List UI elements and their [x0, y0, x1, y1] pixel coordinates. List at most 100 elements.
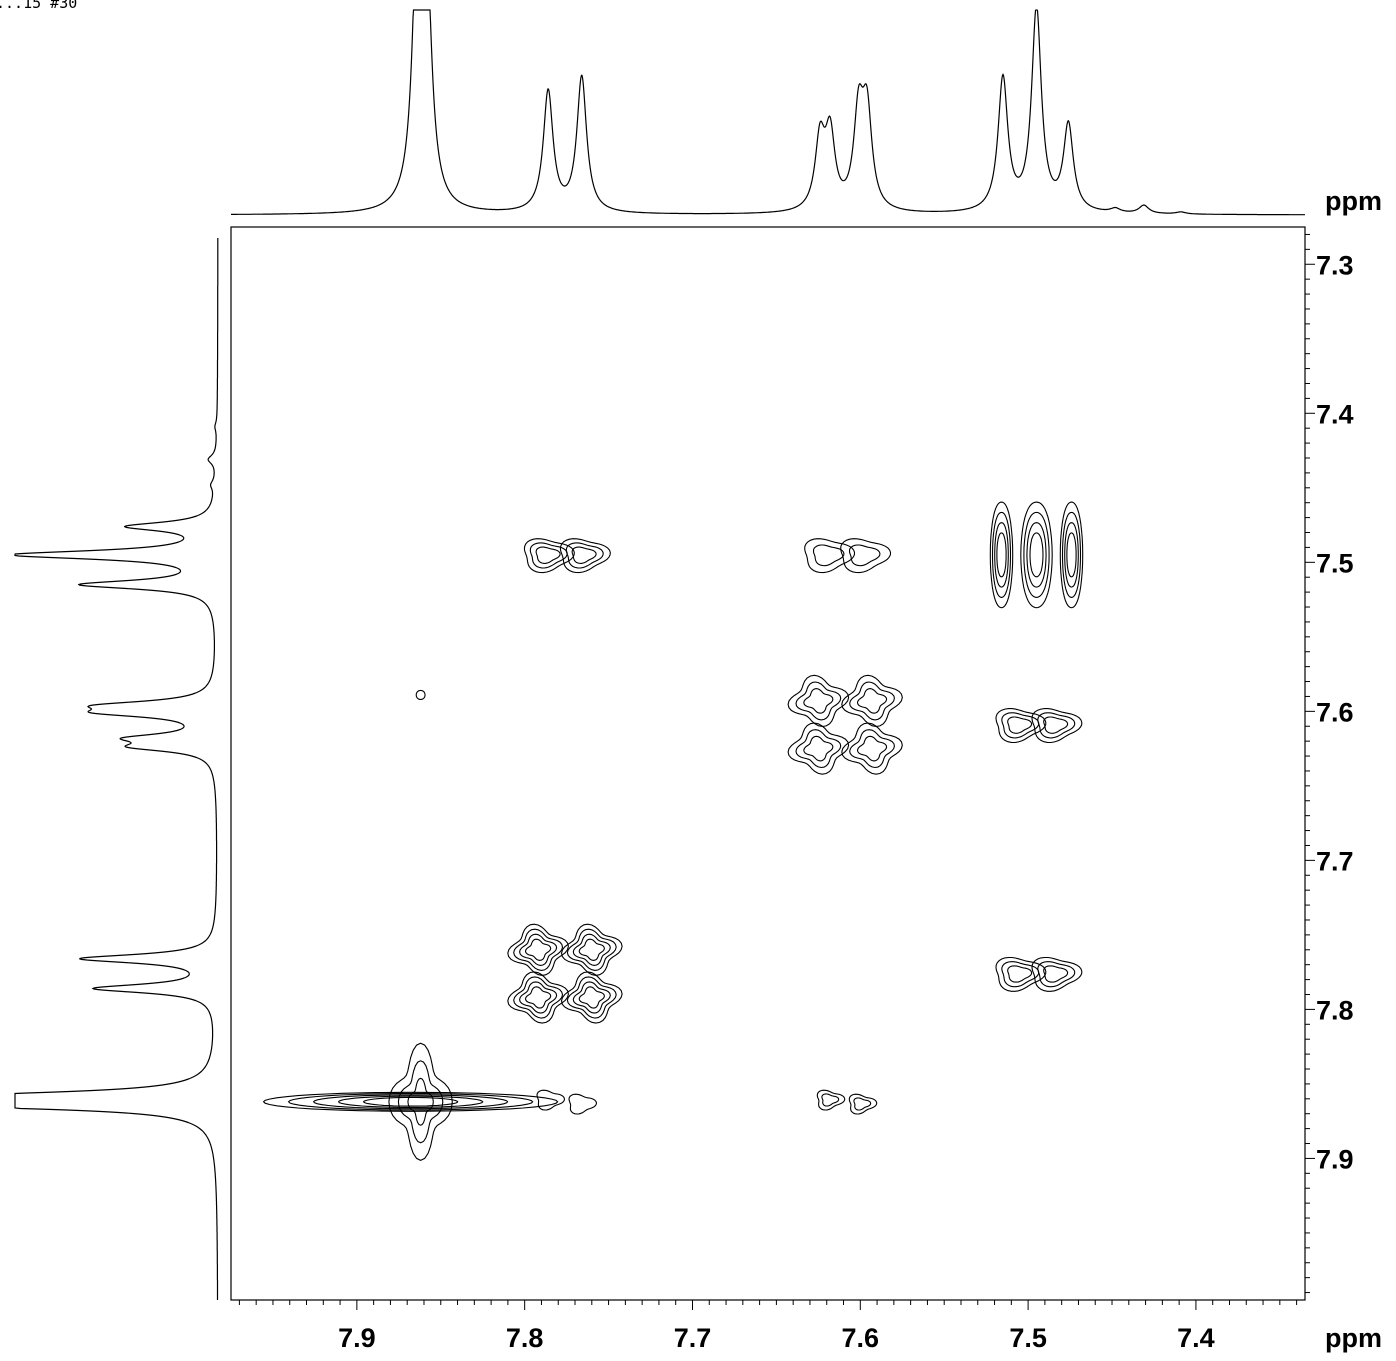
- cross-peak-3: [841, 722, 903, 775]
- y-tick-label: 7.9: [1316, 1144, 1354, 1174]
- cross-peak-3: [803, 688, 834, 714]
- cross-peak-1: [397, 1060, 444, 1144]
- cross-peak-7: [1031, 708, 1083, 744]
- cross-peak-7: [995, 708, 1047, 744]
- left-projection-trace: [14, 238, 219, 1300]
- cross-peak-3: [795, 681, 842, 721]
- cross-peak-4: [1023, 511, 1050, 598]
- cross-peak-4: [1059, 501, 1084, 609]
- cross-peak-2: [566, 928, 617, 971]
- cross-peak-4: [1064, 522, 1079, 588]
- cross-peak-3: [849, 729, 895, 769]
- y-tick-label: 7.4: [1316, 399, 1354, 429]
- top-projection-spectrum: [231, 9, 1305, 216]
- cross-peak-7: [1043, 716, 1069, 734]
- x-axis-label: ppm: [1325, 1323, 1382, 1353]
- cross-peak-8: [1043, 965, 1069, 983]
- cross-peak-2: [513, 928, 564, 971]
- cross-peak-1: [337, 1095, 484, 1108]
- x-tick-label: 7.4: [1177, 1323, 1215, 1353]
- cross-peak-5: [529, 542, 568, 569]
- cross-peak-9: [536, 1089, 565, 1111]
- y-tick-label: 7.7: [1316, 846, 1354, 876]
- cross-peak-2: [572, 981, 611, 1014]
- cross-peak-6: [840, 538, 892, 574]
- cross-peak-9: [568, 1093, 597, 1115]
- cross-peak-4: [989, 501, 1014, 609]
- contour-plot: [262, 501, 1084, 1162]
- x-axis: 7.9 7.8 7.7 7.6 7.5 7.4: [238, 1300, 1298, 1353]
- cross-peak-4: [996, 532, 1007, 578]
- cross-peak-5: [523, 538, 575, 574]
- y-tick-label: 7.8: [1316, 995, 1354, 1025]
- top-projection-trace: [231, 9, 1305, 216]
- cross-peak-2: [524, 938, 552, 961]
- page-header: ...15 #30: [0, 0, 78, 12]
- cross-peak-10: [853, 1097, 872, 1111]
- cross-peak-1: [362, 1096, 459, 1107]
- cross-peak-6: [804, 538, 856, 574]
- cross-peak-2: [513, 976, 564, 1019]
- cross-peak-8: [1007, 965, 1033, 983]
- cross-peak-4: [1061, 511, 1082, 598]
- cross-peak-2: [578, 938, 605, 961]
- y-tick-label: 7.6: [1316, 697, 1354, 727]
- cross-peak-1: [388, 1042, 453, 1162]
- cross-peak-7: [1037, 712, 1076, 739]
- cross-peak-8: [1037, 961, 1076, 988]
- cross-peak-3: [856, 688, 888, 714]
- cross-peak-4: [1020, 501, 1053, 609]
- cross-peak-5: [559, 538, 611, 574]
- cross-peak-4: [991, 511, 1012, 598]
- cross-peak-4: [1066, 532, 1077, 578]
- cross-peak-3: [856, 735, 888, 762]
- cross-peak-6: [848, 544, 881, 567]
- cross-peak-2: [519, 981, 558, 1014]
- x-tick-label: 7.9: [338, 1323, 376, 1353]
- x-tick-label: 7.5: [1009, 1323, 1047, 1353]
- cross-peak-4: [994, 522, 1009, 588]
- cross-peak-1: [312, 1094, 509, 1110]
- cross-peak-7: [1007, 716, 1033, 734]
- cross-peak-2: [519, 933, 558, 966]
- x-tick-label: 7.8: [506, 1323, 544, 1353]
- cross-peak-10: [848, 1093, 878, 1115]
- cross-peak-2: [572, 933, 611, 966]
- cross-peak-2: [560, 923, 623, 976]
- cross-peak-5: [565, 542, 604, 569]
- cross-peak-11: [415, 689, 426, 700]
- cross-peak-2: [566, 976, 617, 1019]
- cross-peak-1: [287, 1093, 534, 1111]
- cross-peak-2: [578, 986, 605, 1009]
- y-tick-label: 7.3: [1316, 250, 1354, 280]
- cross-peak-2: [507, 971, 569, 1024]
- cross-peak-2: [507, 923, 569, 976]
- cross-peak-8: [1001, 961, 1040, 988]
- cross-peak-4: [1026, 522, 1047, 588]
- cross-peak-3: [841, 674, 903, 728]
- cross-peak-8: [1031, 956, 1083, 992]
- cross-peak-3: [787, 674, 850, 728]
- cross-peak-2: [524, 986, 552, 1009]
- plot-frame: [230, 226, 1306, 1301]
- x-tick-label: 7.7: [674, 1323, 712, 1353]
- cross-peak-3: [803, 735, 834, 762]
- y-tick-label: 7.5: [1316, 548, 1354, 578]
- cross-peak-1: [262, 1091, 559, 1112]
- cross-peak-7: [1001, 712, 1040, 739]
- left-projection-spectrum: [14, 238, 219, 1300]
- cross-peak-10: [821, 1093, 840, 1107]
- cross-peak-3: [849, 681, 895, 721]
- cross-peak-1: [407, 1077, 434, 1126]
- cross-peak-3: [795, 729, 842, 769]
- cross-peak-5: [535, 546, 561, 564]
- cross-peak-8: [995, 956, 1047, 992]
- cross-peak-10: [816, 1089, 846, 1111]
- cross-peak-3: [787, 722, 850, 775]
- cross-peak-2: [560, 971, 623, 1024]
- cross-peak-6: [812, 544, 845, 567]
- cross-peak-4: [1029, 532, 1044, 578]
- y-axis-label: ppm: [1325, 186, 1382, 216]
- y-axis: 7.3 7.4 7.5 7.6 7.7 7.8 7.9: [1305, 233, 1354, 1294]
